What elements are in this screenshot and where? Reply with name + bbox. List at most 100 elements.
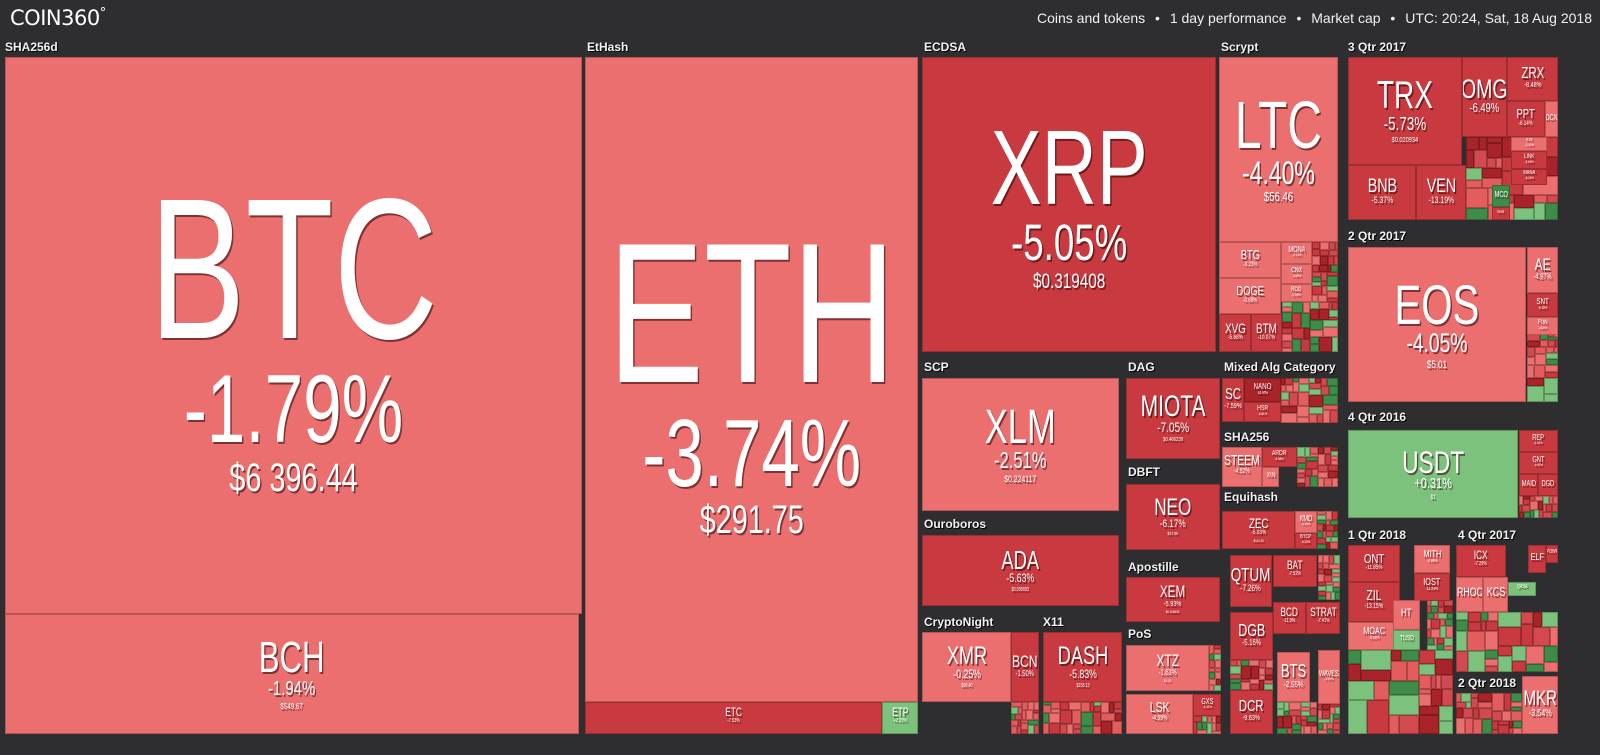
coin-tile-small[interactable] (1309, 407, 1323, 414)
coin-tile-small[interactable] (1431, 619, 1440, 629)
coin-tile-small[interactable] (1281, 400, 1289, 406)
coin-tile-small[interactable] (1322, 704, 1330, 710)
coin-tile-small[interactable] (1473, 719, 1482, 734)
coin-tile-small[interactable] (1021, 720, 1028, 723)
coin-tile-small[interactable] (1033, 713, 1039, 720)
coin-tile-small[interactable] (1282, 302, 1292, 307)
coin-tile-iost[interactable]: IOST -11.24% (1414, 573, 1450, 601)
coin-tile-small[interactable] (1028, 725, 1034, 734)
coin-tile-small[interactable] (1312, 295, 1318, 302)
coin-tile-small[interactable] (1305, 476, 1310, 487)
coin-tile-small[interactable] (1293, 378, 1299, 382)
coin-tile-small[interactable] (1438, 607, 1444, 613)
coin-tile-small[interactable] (1479, 708, 1492, 719)
coin-tile-xin[interactable]: XIN (1262, 467, 1279, 487)
coin-tile-small[interactable] (1069, 702, 1081, 710)
coin-tile-small[interactable] (1326, 531, 1333, 537)
coin-tile-small[interactable] (1317, 520, 1326, 524)
coin-tile-small[interactable] (1447, 613, 1453, 619)
coin-tile-small[interactable] (1319, 302, 1329, 309)
coin-tile-small[interactable] (1094, 706, 1101, 712)
coin-tile-small[interactable] (1435, 659, 1453, 675)
coin-tile-xmr[interactable]: XMR -0.25% $96.40 (922, 632, 1011, 702)
coin-tile-small[interactable] (1439, 706, 1453, 721)
coin-tile-small[interactable] (1332, 302, 1338, 310)
coin-tile-small[interactable] (1306, 461, 1318, 469)
coin-tile-small[interactable] (1277, 716, 1283, 728)
coin-tile-small[interactable] (1466, 702, 1471, 708)
coin-tile-etc[interactable]: ETC -7.53% (585, 702, 882, 734)
coin-tile-small[interactable] (1101, 713, 1115, 721)
coin-tile-small[interactable] (1485, 666, 1498, 672)
coin-tile-link[interactable]: LINK -5.64% (1511, 151, 1547, 169)
coin-tile-small[interactable] (1299, 378, 1309, 384)
coin-tile-small[interactable] (1329, 242, 1335, 250)
coin-tile-small[interactable] (1329, 386, 1338, 395)
coin-tile-zrx[interactable]: ZRX -8.48% (1507, 57, 1558, 101)
coin-tile-small[interactable] (1435, 650, 1453, 659)
coin-tile-small[interactable] (1318, 569, 1324, 574)
coin-tile-bts[interactable]: BTS -2.55% (1277, 652, 1310, 702)
coin-tile-small[interactable] (1284, 711, 1289, 716)
coin-tile-small[interactable] (1303, 302, 1310, 313)
group-label[interactable]: Mixed Alg Category (1224, 360, 1336, 374)
group-label[interactable]: 4 Qtr 2016 (1348, 410, 1407, 424)
coin-tile-small[interactable] (1324, 569, 1332, 575)
coin-tile-small[interactable] (1312, 277, 1321, 282)
coin-tile-small[interactable] (1456, 651, 1468, 672)
coin-tile-small[interactable] (1512, 646, 1526, 661)
coin-tile-small[interactable] (1259, 660, 1266, 668)
coin-tile-small[interactable] (1060, 702, 1069, 710)
coin-tile-small[interactable] (1467, 631, 1485, 651)
coin-tile-nano[interactable]: NANO -16.50% (1244, 378, 1281, 402)
coin-tile-small[interactable] (1524, 512, 1530, 518)
coin-tile-small[interactable] (1328, 465, 1338, 471)
coin-tile-small[interactable] (1209, 672, 1215, 679)
coin-tile-rhoc[interactable]: RHOC (1456, 577, 1483, 612)
coin-tile-small[interactable] (1431, 675, 1436, 689)
coin-tile-small[interactable] (1330, 542, 1338, 549)
coin-tile-small[interactable] (1301, 726, 1304, 734)
coin-tile-small[interactable] (1051, 709, 1060, 713)
coin-tile-omg[interactable]: OMG -6.49% (1462, 57, 1507, 137)
coin-tile-small[interactable] (1543, 512, 1552, 518)
coin-tile-small[interactable] (1326, 525, 1334, 531)
coin-tile-small[interactable] (1214, 649, 1221, 654)
coin-tile-small[interactable] (1209, 645, 1214, 654)
coin-tile-small[interactable] (1281, 406, 1297, 413)
coin-tile-small[interactable] (1324, 478, 1332, 487)
coin-tile-kmd[interactable]: KMD -3.10% (1295, 511, 1317, 533)
coin-tile-small[interactable] (1391, 661, 1407, 681)
coin-tile-small[interactable] (1312, 256, 1320, 265)
coin-tile-small[interactable] (1498, 721, 1509, 725)
group-label[interactable]: Apostille (1128, 560, 1179, 574)
coin-tile-small[interactable] (1264, 680, 1273, 684)
coin-tile-small[interactable] (1389, 695, 1419, 715)
coin-tile-small[interactable] (1498, 646, 1512, 656)
coin-tile-small[interactable] (1427, 645, 1437, 650)
coin-tile-small[interactable] (1419, 664, 1435, 675)
coin-tile-small[interactable] (1297, 406, 1309, 417)
coin-tile-small[interactable] (1011, 720, 1018, 726)
coin-tile-small[interactable] (1533, 612, 1542, 627)
group-label[interactable]: PoS (1128, 627, 1152, 641)
coin-tile-small[interactable] (1456, 631, 1467, 651)
coin-tile-small[interactable] (1554, 347, 1558, 353)
coin-tile-small[interactable] (1049, 713, 1060, 723)
coin-tile-small[interactable] (1434, 613, 1438, 619)
coin-tile-small[interactable] (1321, 378, 1327, 386)
coin-tile-small[interactable] (1297, 483, 1305, 487)
coin-tile-small[interactable] (1264, 684, 1273, 690)
coin-tile-small[interactable] (1468, 612, 1481, 622)
coin-tile-small[interactable] (1249, 660, 1259, 666)
coin-tile-eos[interactable]: EOS -4.05% $5.01 (1348, 247, 1526, 402)
coin-tile-btc[interactable]: BTC -1.79% $6 396.44 (5, 57, 582, 614)
coin-tile-small[interactable] (1277, 709, 1284, 716)
coin-tile-small[interactable] (1309, 383, 1321, 389)
group-label[interactable]: Scrypt (1221, 40, 1259, 54)
coin-tile-small[interactable] (1212, 716, 1216, 723)
coin-tile-small[interactable] (1473, 708, 1479, 719)
coin-tile-small[interactable] (1324, 575, 1332, 582)
coin-tile-small[interactable] (1283, 716, 1292, 728)
coin-tile-small[interactable] (1282, 334, 1292, 341)
